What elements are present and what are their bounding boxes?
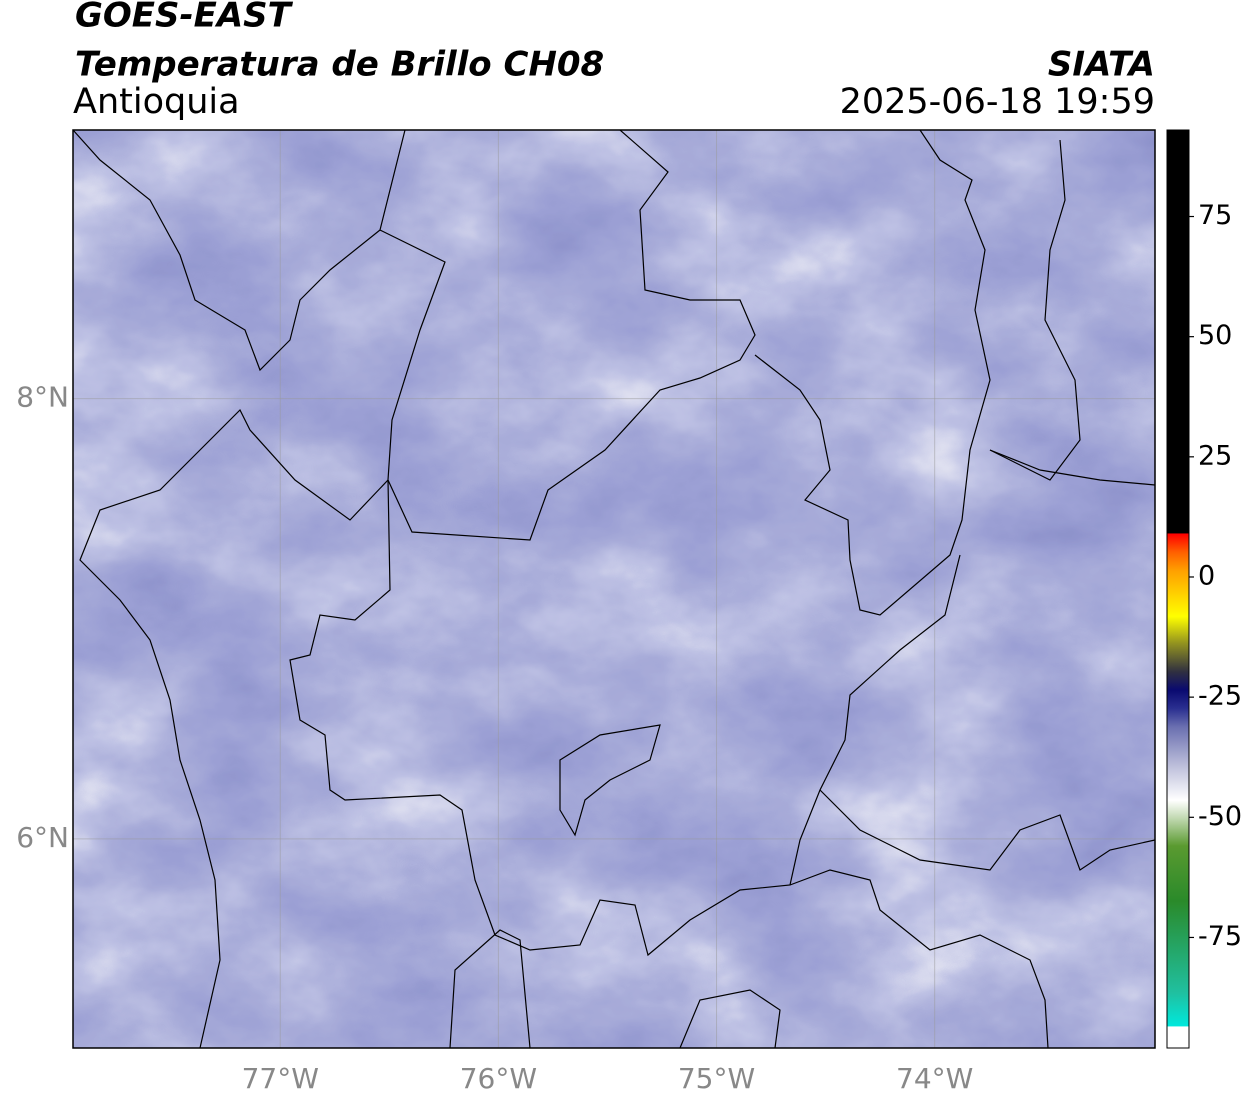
datetime: 2025-06-18 19:59 bbox=[840, 82, 1155, 122]
colorbar-tick-label: 25 bbox=[1198, 440, 1232, 471]
colorbar-tick-label: 75 bbox=[1198, 200, 1232, 231]
colorbar-tick-label: -75 bbox=[1198, 921, 1242, 952]
y-tick-label: 6°N bbox=[16, 821, 69, 854]
region: Antioquia bbox=[73, 82, 240, 122]
brightness-field bbox=[73, 130, 1155, 1048]
x-tick-label: 76°W bbox=[460, 1062, 537, 1095]
agency: SIATA bbox=[1048, 45, 1155, 85]
colorbar-tick-label: -50 bbox=[1198, 801, 1242, 832]
map-ticks: 77°W 76°W 75°W 74°W 8°N 6°N bbox=[16, 381, 973, 1095]
colorbar-ticks: 75 50 25 0 -25 -50 -75 bbox=[1189, 200, 1242, 952]
y-tick-label: 8°N bbox=[16, 381, 69, 414]
grid bbox=[73, 130, 1155, 1048]
map-frame bbox=[72, 129, 1156, 1049]
x-tick-label: 75°W bbox=[678, 1062, 755, 1095]
map-area bbox=[73, 130, 1155, 1048]
title: Temperatura de Brillo CH08 bbox=[75, 45, 604, 85]
colorbar-tick-label: 0 bbox=[1198, 560, 1215, 591]
source: GOES-EAST bbox=[75, 0, 294, 36]
colorbar-tick-label: 50 bbox=[1198, 320, 1232, 351]
borders bbox=[73, 130, 1155, 1048]
colorbar bbox=[1166, 129, 1190, 1049]
x-tick-label: 74°W bbox=[896, 1062, 973, 1095]
colorbar-tick-label: -25 bbox=[1198, 681, 1242, 712]
x-tick-label: 77°W bbox=[242, 1062, 319, 1095]
